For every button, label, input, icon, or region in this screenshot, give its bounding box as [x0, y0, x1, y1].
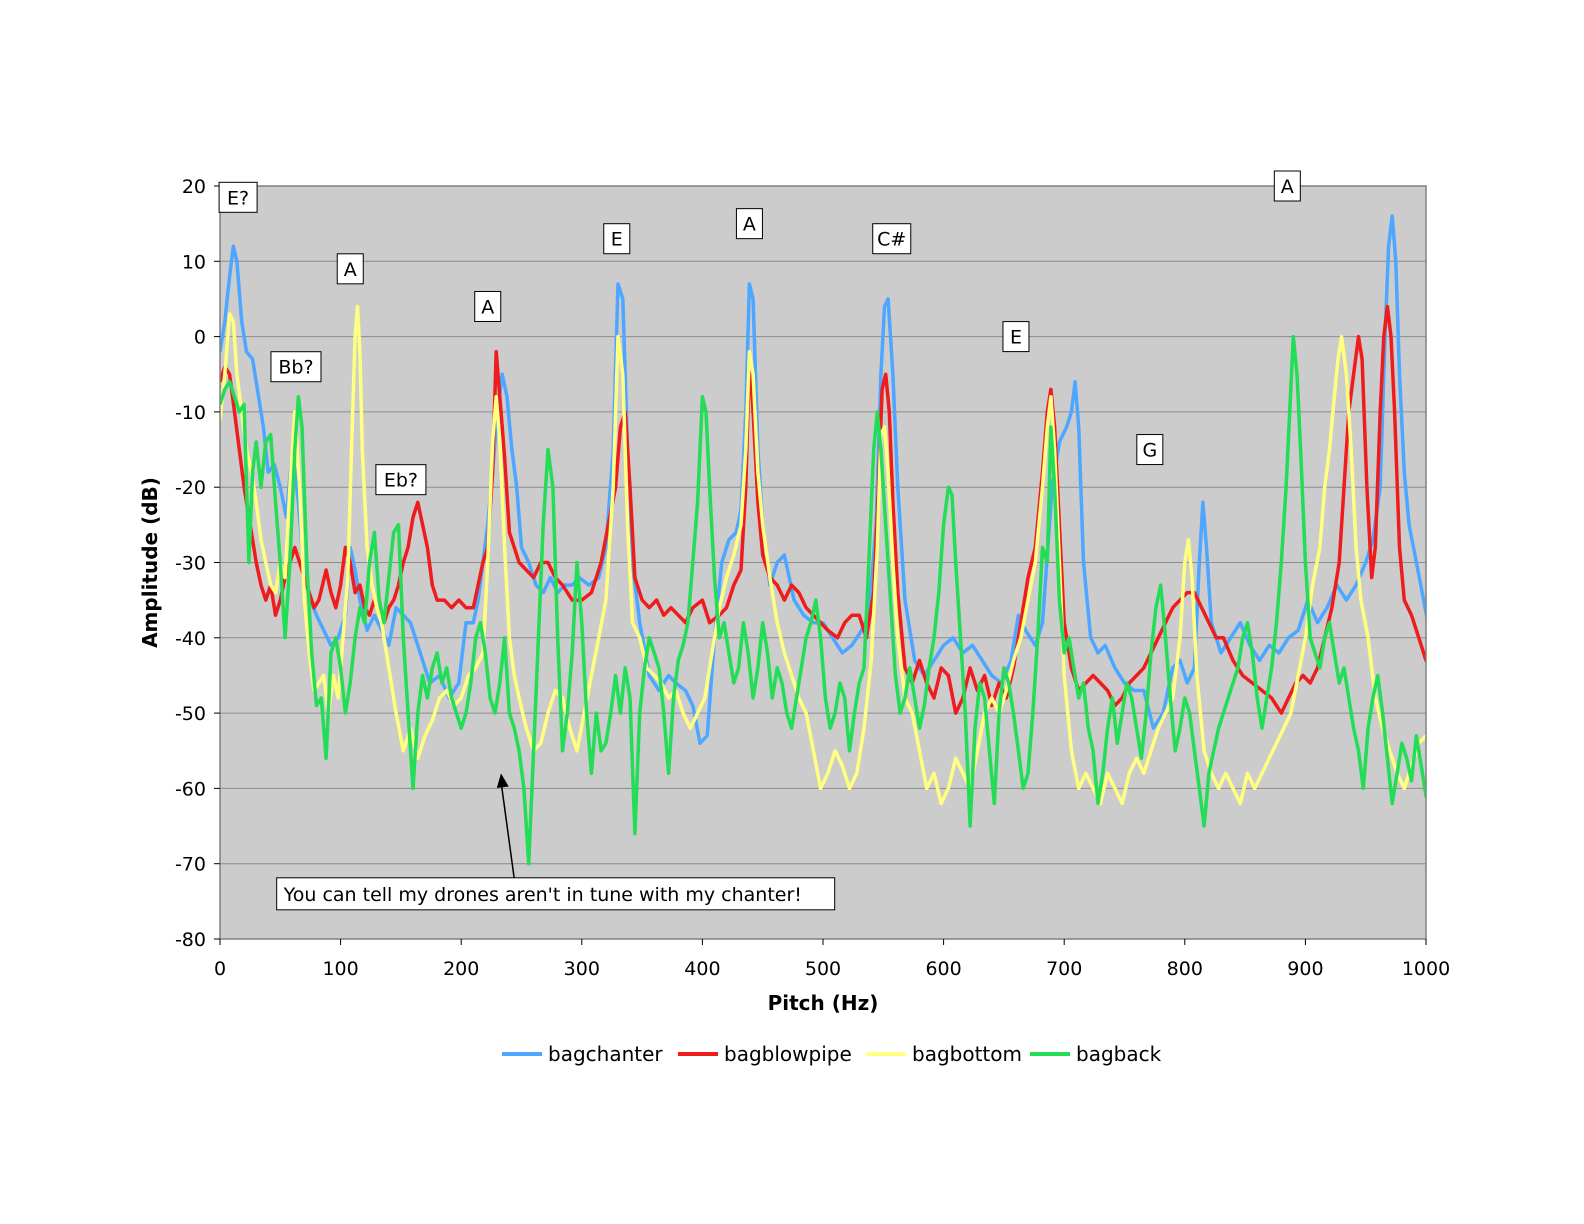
note-label-box	[218, 181, 258, 213]
x-tick-label: 500	[805, 958, 841, 980]
legend: bagchanter bagblowpipe bagbottom bagback	[502, 1042, 1162, 1066]
note-label-box	[1136, 434, 1164, 466]
note-label-text: E	[611, 229, 623, 251]
callout-text: You can tell my drones aren't in tune wi…	[283, 884, 802, 906]
legend-item-bagback: bagback	[1030, 1042, 1162, 1066]
note-label-box	[1002, 321, 1030, 353]
note-label-box	[603, 223, 631, 255]
y-axis-label: Amplitude (dB)	[138, 477, 162, 648]
x-tick-label: 900	[1287, 958, 1323, 980]
note-label-box	[735, 208, 763, 240]
callout: You can tell my drones aren't in tune wi…	[276, 773, 836, 911]
legend-label: bagblowpipe	[724, 1042, 852, 1066]
y-tick-label: -70	[175, 854, 206, 876]
y-tick-label: -20	[175, 477, 206, 499]
series-layer	[220, 214, 1426, 866]
note-label-text: A	[344, 259, 357, 281]
y-tick-label: -80	[175, 929, 206, 951]
series-line-bagback	[220, 334, 1426, 866]
note-label: E?	[218, 181, 258, 213]
y-tick-label: -60	[175, 778, 206, 800]
note-label: C#	[872, 223, 912, 255]
x-tick-label: 800	[1167, 958, 1203, 980]
x-tick-label: 300	[564, 958, 600, 980]
note-label: E	[603, 223, 631, 255]
legend-item-bagbottom: bagbottom	[866, 1042, 1022, 1066]
note-annotations: E? Bb? A Eb? A E A C# E G A	[218, 170, 1301, 496]
legend-label: bagchanter	[548, 1042, 663, 1066]
note-label-text: A	[743, 214, 756, 236]
note-label: A	[735, 208, 763, 240]
callout-arrow-head	[496, 773, 509, 788]
note-label: A	[474, 290, 502, 322]
note-label-box	[336, 253, 364, 285]
note-label-text: C#	[877, 229, 906, 251]
legend-item-bagchanter: bagchanter	[502, 1042, 663, 1066]
note-label-text: A	[1281, 176, 1294, 198]
note-label-text: A	[481, 296, 494, 318]
x-tick-label: 400	[684, 958, 720, 980]
legend-label: bagbottom	[912, 1042, 1022, 1066]
x-tick-label: 700	[1046, 958, 1082, 980]
note-label: Bb?	[270, 351, 322, 383]
note-label: A	[1273, 170, 1301, 202]
note-label: Eb?	[375, 464, 427, 496]
x-tick-label: 0	[214, 958, 226, 980]
legend-label: bagback	[1076, 1042, 1162, 1066]
series-line-bagbottom	[220, 304, 1426, 806]
y-tick-label: 0	[194, 327, 206, 349]
callout-arrow-line	[500, 781, 516, 879]
legend-item-bagblowpipe: bagblowpipe	[678, 1042, 852, 1066]
x-tick-label: 600	[925, 958, 961, 980]
note-label: E	[1002, 321, 1030, 353]
note-label: A	[336, 253, 364, 285]
y-axis-ticks: 20 10 0 -10 -20 -30 -40 -50 -60 -70 -80	[175, 176, 220, 951]
series-line-bagblowpipe	[220, 304, 1426, 715]
note-label-text: E	[1010, 327, 1022, 349]
note-label-box	[1273, 170, 1301, 202]
note-label-box	[872, 223, 912, 255]
note-label-text: G	[1142, 440, 1157, 462]
x-tick-label: 1000	[1402, 958, 1450, 980]
note-label-text: Eb?	[384, 470, 418, 492]
y-tick-label: 10	[182, 251, 206, 273]
note-label-text: Bb?	[278, 357, 313, 379]
note-label-box	[270, 351, 322, 383]
x-axis-ticks: 0 100 200 300 400 500 600 700 800 900 1000	[214, 939, 1450, 980]
note-label-box	[474, 290, 502, 322]
y-tick-label: 20	[182, 176, 206, 198]
y-tick-label: -30	[175, 553, 206, 575]
note-label-text: E?	[227, 187, 249, 209]
callout-box	[276, 877, 836, 911]
note-label: G	[1136, 434, 1164, 466]
note-label-box	[375, 464, 427, 496]
y-tick-label: -50	[175, 703, 206, 725]
x-axis-label: Pitch (Hz)	[768, 991, 879, 1015]
x-tick-label: 100	[322, 958, 358, 980]
y-tick-label: -40	[175, 628, 206, 650]
y-tick-label: -10	[175, 402, 206, 424]
x-tick-label: 200	[443, 958, 479, 980]
